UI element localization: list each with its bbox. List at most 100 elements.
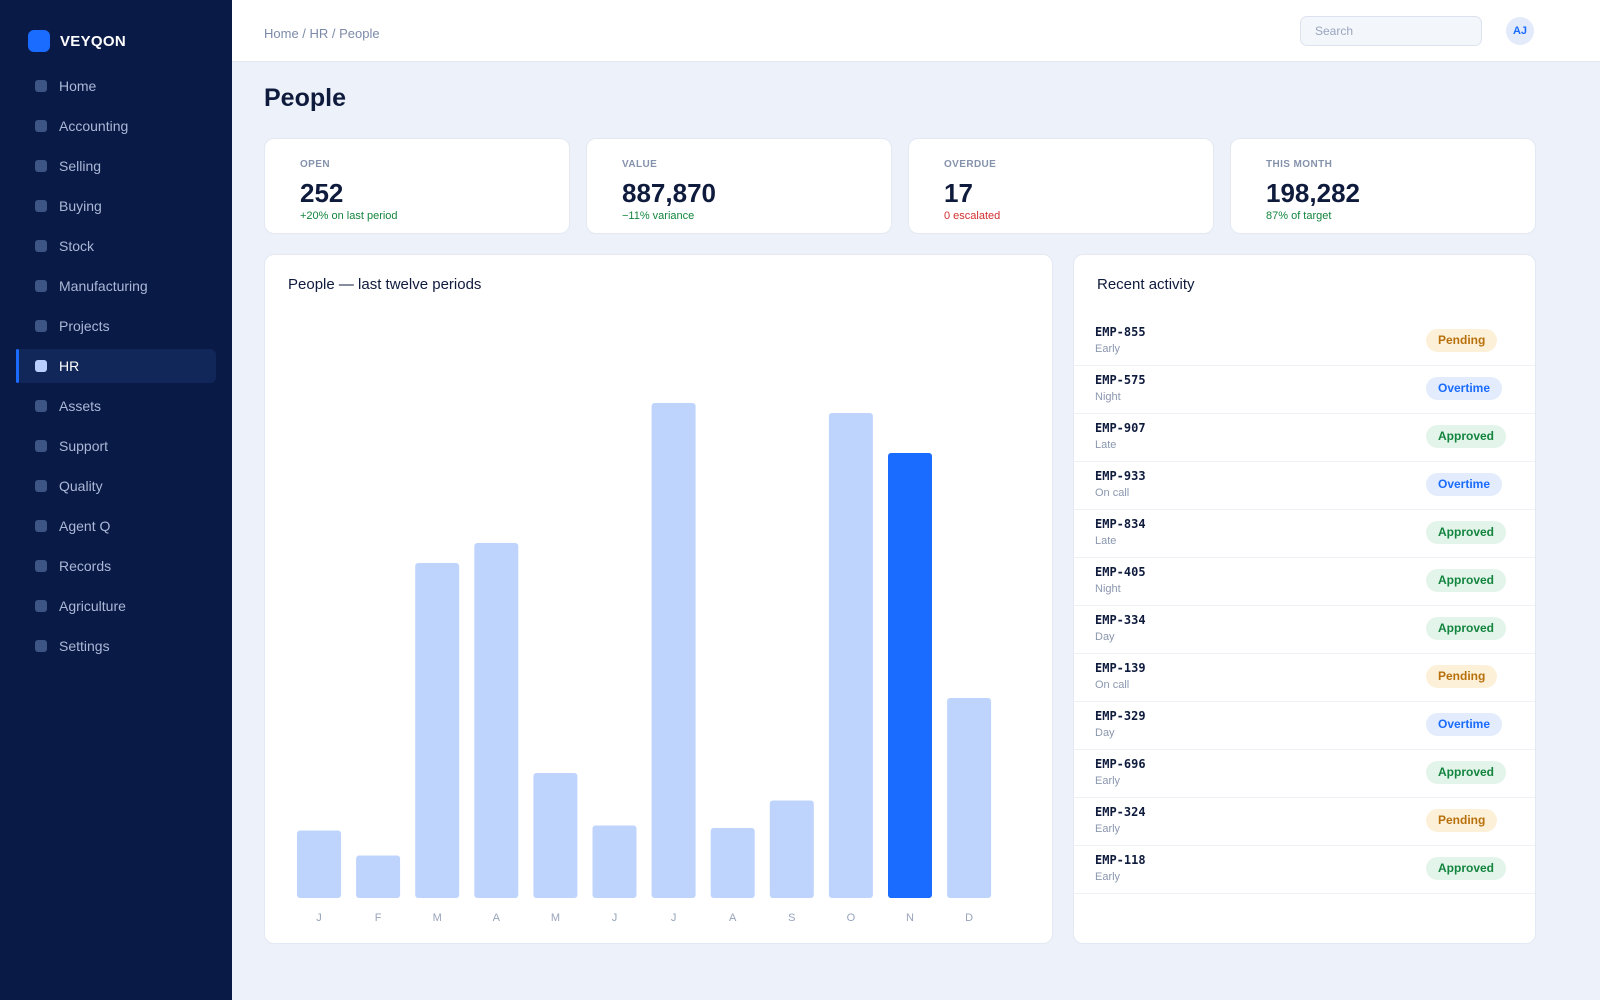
shift-label: On call <box>1095 679 1130 691</box>
sidebar-item-settings[interactable]: Settings <box>16 629 216 663</box>
x-tick-label: O <box>847 912 856 924</box>
chart-bar[interactable] <box>651 403 696 898</box>
sidebar-item-label: Buying <box>59 198 102 214</box>
status-badge: Approved <box>1426 617 1507 640</box>
top-bar: Home / HR / People AJ <box>232 0 1600 62</box>
activity-row[interactable]: EMP-834 Late Approved <box>1074 510 1535 558</box>
activity-row[interactable]: EMP-907 Late Approved <box>1074 414 1535 462</box>
kpi-value: 17 <box>944 178 973 208</box>
activity-panel: Recent activity EMP-855 Early Pending EMP-5… <box>1073 254 1536 944</box>
kpi-card-value[interactable]: VALUE 887,870 −11% variance <box>586 138 892 234</box>
chart-panel: People — last twelve periods J F M A M J J A S O N… <box>264 254 1053 944</box>
chart-bar[interactable] <box>415 563 460 898</box>
kpi-label: OPEN <box>300 159 330 170</box>
sidebar-item-manufacturing[interactable]: Manufacturing <box>16 269 216 303</box>
activity-row[interactable]: EMP-324 Early Pending <box>1074 798 1535 846</box>
employee-id: EMP-118 <box>1095 853 1146 867</box>
avatar[interactable]: AJ <box>1506 17 1534 45</box>
status-badge: Pending <box>1426 809 1498 832</box>
chart-bar[interactable] <box>710 828 755 898</box>
chart-title: People — last twelve periods <box>288 276 482 293</box>
status-badge: Approved <box>1426 761 1507 784</box>
sidebar-item-accounting[interactable]: Accounting <box>16 109 216 143</box>
sidebar-item-agent-q[interactable]: Agent Q <box>16 509 216 543</box>
breadcrumb[interactable]: Home / HR / People <box>264 26 380 41</box>
records-icon <box>35 560 47 572</box>
employee-id: EMP-405 <box>1095 565 1146 579</box>
x-tick-label: N <box>906 912 914 924</box>
activity-row[interactable]: EMP-329 Day Overtime <box>1074 702 1535 750</box>
sidebar-item-records[interactable]: Records <box>16 549 216 583</box>
activity-row[interactable]: EMP-139 On call Pending <box>1074 654 1535 702</box>
sidebar-item-label: Home <box>59 78 97 94</box>
manufacturing-icon <box>35 280 47 292</box>
activity-row[interactable]: EMP-334 Day Approved <box>1074 606 1535 654</box>
sidebar-item-buying[interactable]: Buying <box>16 189 216 223</box>
assets-icon <box>35 400 47 412</box>
shift-label: Day <box>1095 727 1115 739</box>
chart-bar[interactable] <box>769 800 814 899</box>
chart-bar[interactable] <box>356 855 401 899</box>
sidebar-item-home[interactable]: Home <box>16 69 216 103</box>
x-tick-label: A <box>729 912 737 924</box>
sidebar-nav: Home Accounting Selling Buying Stock Manufact… <box>16 69 216 669</box>
sidebar-item-stock[interactable]: Stock <box>16 229 216 263</box>
settings-icon <box>35 640 47 652</box>
activity-row[interactable]: EMP-118 Early Approved <box>1074 846 1535 894</box>
kpi-label: OVERDUE <box>944 159 997 170</box>
shift-label: Night <box>1095 583 1121 595</box>
sidebar-item-label: Assets <box>59 398 102 414</box>
sidebar-item-label: HR <box>59 358 80 374</box>
shift-label: Night <box>1095 391 1121 403</box>
employee-id: EMP-334 <box>1095 613 1146 627</box>
chart-bar[interactable] <box>828 413 873 898</box>
shift-label: Early <box>1095 343 1121 355</box>
chart-bar[interactable] <box>888 453 932 898</box>
x-tick-label: S <box>788 912 795 924</box>
sidebar-item-label: Manufacturing <box>59 278 148 294</box>
chart-bar[interactable] <box>592 825 637 899</box>
status-badge: Pending <box>1426 665 1498 688</box>
activity-row[interactable]: EMP-696 Early Approved <box>1074 750 1535 798</box>
sidebar-item-assets[interactable]: Assets <box>16 389 216 423</box>
kpi-card-open[interactable]: OPEN 252 +20% on last period <box>264 138 570 234</box>
buying-icon <box>35 200 47 212</box>
x-tick-label: J <box>671 912 677 924</box>
shift-label: Day <box>1095 631 1115 643</box>
sidebar-item-support[interactable]: Support <box>16 429 216 463</box>
page-title: People <box>264 84 346 112</box>
status-badge: Overtime <box>1426 473 1503 496</box>
sidebar-item-quality[interactable]: Quality <box>16 469 216 503</box>
shift-label: Early <box>1095 871 1121 883</box>
chart-bar[interactable] <box>947 698 992 898</box>
kpi-card-this-month[interactable]: THIS MONTH 198,282 87% of target <box>1230 138 1536 234</box>
sidebar-item-agriculture[interactable]: Agriculture <box>16 589 216 623</box>
sidebar-item-hr[interactable]: HR <box>16 349 216 383</box>
chart-bar[interactable] <box>474 543 519 898</box>
x-tick-label: J <box>612 912 618 924</box>
kpi-value: 198,282 <box>1266 178 1360 208</box>
employee-id: EMP-696 <box>1095 757 1146 771</box>
activity-row[interactable]: EMP-855 Early Pending <box>1074 318 1535 366</box>
kpi-delta: −11% variance <box>622 210 695 222</box>
shift-label: Late <box>1095 535 1117 547</box>
activity-row[interactable]: EMP-933 On call Overtime <box>1074 462 1535 510</box>
sidebar-item-label: Quality <box>59 478 103 494</box>
selling-icon <box>35 160 47 172</box>
activity-title: Recent activity <box>1097 276 1195 293</box>
sidebar-item-label: Stock <box>59 238 95 254</box>
sidebar-item-label: Agent Q <box>59 518 111 534</box>
brand[interactable]: VEYQON <box>28 30 126 52</box>
sidebar-item-selling[interactable]: Selling <box>16 149 216 183</box>
activity-row[interactable]: EMP-405 Night Approved <box>1074 558 1535 606</box>
sidebar-item-label: Agriculture <box>59 598 126 614</box>
chart-bar[interactable] <box>533 773 578 898</box>
shift-label: Early <box>1095 823 1121 835</box>
sidebar-item-projects[interactable]: Projects <box>16 309 216 343</box>
chart-bar[interactable] <box>297 830 341 899</box>
activity-row[interactable]: EMP-575 Night Overtime <box>1074 366 1535 414</box>
search-input[interactable] <box>1300 16 1482 46</box>
shift-label: Early <box>1095 775 1121 787</box>
sidebar-item-label: Support <box>59 438 109 454</box>
kpi-card-overdue[interactable]: OVERDUE 17 0 escalated <box>908 138 1214 234</box>
